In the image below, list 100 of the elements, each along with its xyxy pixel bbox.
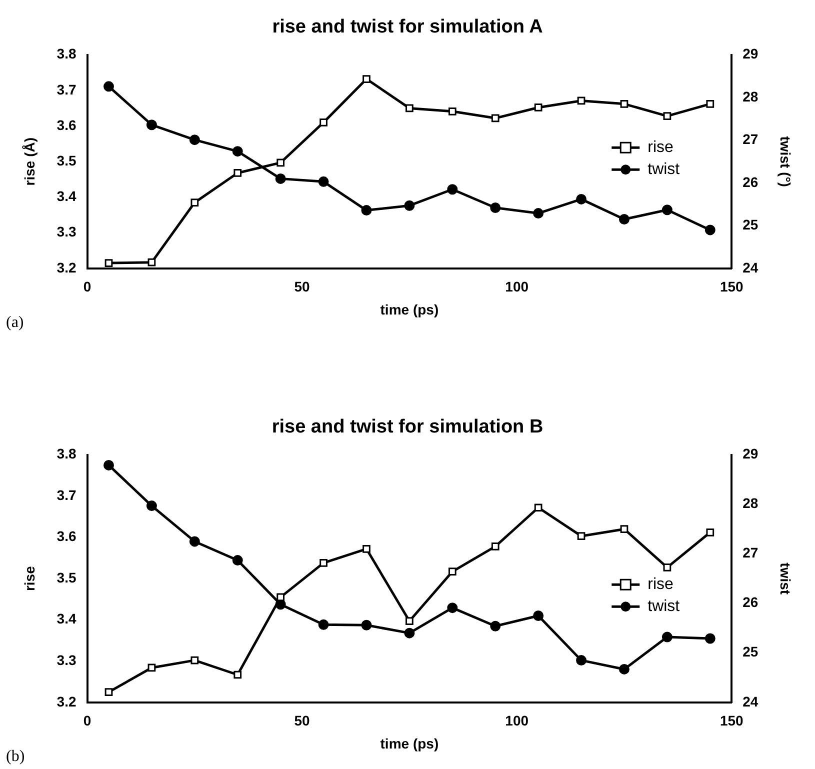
y2-tick-label: 27 (742, 131, 758, 148)
point (146, 120, 157, 130)
point (620, 100, 628, 108)
point (148, 664, 156, 672)
y-tick-label: 3.4 (56, 610, 76, 627)
x-tick-label: 150 (720, 712, 744, 729)
y-tick-label: 3.6 (56, 528, 76, 544)
point (706, 528, 714, 536)
point (320, 118, 328, 126)
point (234, 670, 242, 679)
point (663, 564, 672, 572)
point (534, 104, 542, 112)
point (620, 525, 628, 534)
y2-tick-label: 29 (742, 446, 758, 462)
point (663, 112, 672, 120)
point (533, 610, 544, 621)
y2-tick-label: 27 (742, 544, 758, 561)
y2-tick-label: 24 (742, 693, 758, 710)
y2-axis-title: twist (°) (778, 136, 794, 187)
legend-label: rise (648, 139, 674, 156)
legend-label: rise (648, 576, 674, 594)
x-tick-label: 100 (505, 712, 529, 729)
y-tick-label: 3.5 (56, 152, 76, 168)
x-axis-title: time (ps) (380, 301, 439, 318)
point (577, 96, 586, 105)
point (276, 593, 285, 602)
point (618, 664, 630, 674)
legend-label: twist (648, 598, 680, 616)
point (706, 100, 714, 108)
legend-label: twist (648, 161, 680, 178)
point (275, 173, 286, 184)
point (490, 202, 501, 213)
point (576, 655, 587, 666)
point (491, 114, 500, 122)
y-tick-label: 3.5 (56, 569, 76, 586)
point (190, 656, 199, 664)
chart-title: rise and twist for simulation B (272, 416, 544, 438)
x-axis-title: time (ps) (380, 735, 439, 752)
y2-tick-label: 25 (742, 644, 758, 660)
y2-tick-label: 24 (742, 259, 758, 276)
chart-title: rise and twist for simulation A (272, 16, 544, 38)
point (276, 158, 285, 167)
y2-tick-label: 29 (742, 46, 758, 62)
point (447, 184, 458, 195)
y2-tick-label: 26 (742, 594, 758, 610)
y-tick-label: 3.6 (56, 116, 76, 133)
x-tick-label: 50 (294, 278, 310, 295)
y-tick-label: 3.8 (56, 46, 76, 62)
point (103, 81, 114, 92)
y-tick-label: 3.4 (56, 188, 76, 204)
point (534, 504, 542, 512)
y2-tick-label: 25 (742, 216, 758, 233)
point (448, 568, 456, 576)
text: (a) (6, 314, 24, 332)
point (318, 176, 329, 187)
point (361, 205, 372, 216)
y2-tick-label: 26 (742, 174, 758, 190)
y2-tick-label: 28 (742, 88, 758, 104)
point (362, 544, 370, 553)
point (533, 208, 544, 219)
point (146, 500, 157, 512)
y2-tick-label: 28 (742, 495, 758, 512)
y-tick-label: 3.7 (56, 486, 76, 503)
point (104, 259, 113, 267)
point (576, 194, 587, 204)
point (404, 628, 415, 638)
x-tick-label: 50 (294, 712, 310, 729)
point (618, 214, 630, 225)
point (103, 460, 114, 470)
point (448, 107, 456, 116)
point (662, 204, 672, 216)
y-tick-label: 3.2 (56, 259, 76, 276)
text: (b) (6, 748, 25, 766)
y2-axis-title: twist (778, 562, 794, 595)
x-tick-label: 100 (505, 278, 529, 295)
y-axis-title: rise (Å) (21, 137, 38, 186)
x-tick-label: 0 (83, 278, 92, 295)
y-tick-label: 3.2 (56, 693, 76, 710)
point (362, 75, 370, 83)
point (361, 620, 372, 630)
point (577, 532, 586, 540)
point (662, 632, 672, 642)
y-tick-label: 3.7 (56, 81, 76, 98)
point (404, 200, 415, 211)
point (148, 258, 156, 266)
point (318, 619, 329, 630)
point (491, 542, 500, 550)
point (234, 169, 242, 177)
point (704, 633, 716, 644)
point (189, 536, 200, 547)
point (190, 198, 199, 206)
y-tick-label: 3.3 (56, 224, 76, 240)
point (406, 617, 414, 626)
point (704, 224, 716, 236)
point (320, 558, 328, 567)
x-tick-label: 150 (720, 278, 744, 295)
x-tick-label: 0 (83, 712, 92, 729)
point (490, 620, 501, 632)
point (232, 146, 243, 157)
y-axis-title: rise (21, 566, 38, 592)
